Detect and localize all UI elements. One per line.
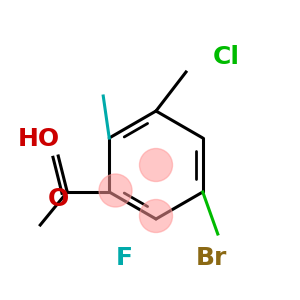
Text: HO: HO — [18, 128, 60, 152]
Text: Br: Br — [196, 246, 227, 270]
Circle shape — [99, 174, 132, 207]
Text: F: F — [116, 246, 133, 270]
Text: Cl: Cl — [213, 45, 240, 69]
Circle shape — [140, 200, 172, 232]
Text: O: O — [48, 188, 69, 212]
Circle shape — [140, 148, 172, 182]
